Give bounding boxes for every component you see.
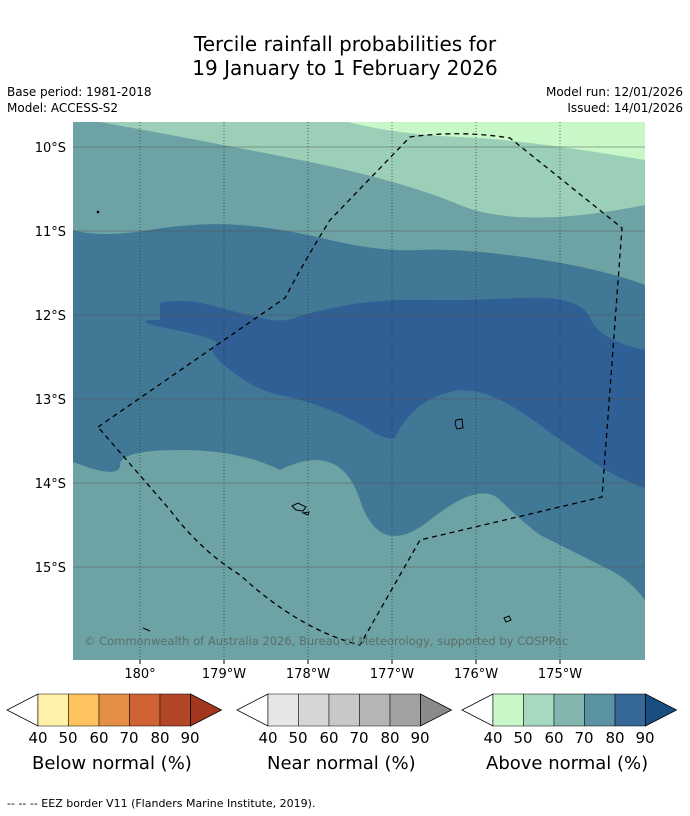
lon-ticks (139, 660, 561, 664)
colorbar-swatch (98, 693, 130, 727)
eez-footnote: -- -- -- EEZ border V11 (Flanders Marine… (7, 797, 316, 810)
island-south-far-west (142, 627, 151, 632)
eez-border (97, 133, 623, 646)
latitude-lines (73, 146, 645, 568)
lon-label: 176°W (454, 667, 498, 682)
island-south-west (291, 502, 307, 512)
cb-tick: 80 (150, 729, 169, 747)
longitude-labels: 180° 179°W 178°W 177°W 176°W 175°W (124, 667, 582, 682)
colorbar-swatch (584, 693, 616, 727)
lon-label: 179°W (202, 667, 246, 682)
below-normal-label: Below normal (%) (32, 753, 192, 774)
colorbar-swatch (389, 693, 421, 727)
title-line-2: 19 January to 1 February 2026 (192, 56, 498, 80)
lon-label: 175°W (538, 667, 582, 682)
cb-tick: 70 (574, 729, 593, 747)
base-period: Base period: 1981-2018 (7, 85, 152, 99)
lon-label: 178°W (286, 667, 330, 682)
cb-tick: 50 (513, 729, 532, 747)
colorbar-swatch (267, 693, 299, 727)
model-name: Model: ACCESS-S2 (7, 101, 119, 115)
colorbar-swatch (553, 693, 585, 727)
colorbar-swatch (523, 693, 555, 727)
cb-tick: 80 (605, 729, 624, 747)
lat-label: 14°S (35, 477, 66, 492)
colorbar-swatch (68, 693, 100, 727)
cb-tick: 90 (180, 729, 199, 747)
latitude-labels: 10°S 11°S 12°S 13°S 14°S 15°S (35, 141, 66, 576)
cb-tick: 60 (89, 729, 108, 747)
colorbar-near-normal (236, 693, 453, 727)
lat-label: 12°S (35, 309, 66, 324)
islands (96, 210, 512, 632)
issued-date: Issued: 14/01/2026 (567, 101, 683, 115)
colorbar-swatch (159, 693, 191, 727)
cb-tick: 40 (28, 729, 47, 747)
band-80-90 (145, 297, 645, 488)
title-line-1: Tercile rainfall probabilities for (193, 32, 497, 56)
cb-tick: 90 (635, 729, 654, 747)
colorbar-extend-low (236, 693, 269, 727)
copyright-text: © Commonwealth of Australia 2026, Bureau… (84, 634, 568, 648)
cb-tick: 60 (319, 729, 338, 747)
colorbar-swatch (129, 693, 161, 727)
above-normal-label: Above normal (%) (486, 753, 649, 774)
colorbar-swatch (492, 693, 524, 727)
cb-tick: 80 (380, 729, 399, 747)
model-run: Model run: 12/01/2026 (545, 85, 683, 99)
colorbar-swatch (328, 693, 360, 727)
island-north-west (96, 210, 100, 214)
lat-label: 13°S (35, 393, 66, 408)
cb-tick: 50 (288, 729, 307, 747)
colorbar-swatch (359, 693, 391, 727)
colorbar-above-ticks: 40 50 60 70 80 90 (483, 729, 654, 747)
island-south (503, 615, 512, 623)
lon-label: 177°W (370, 667, 414, 682)
colorbar-below-ticks: 40 50 60 70 80 90 (28, 729, 199, 747)
probability-field (73, 122, 645, 660)
cb-tick: 90 (410, 729, 429, 747)
cb-tick: 40 (483, 729, 502, 747)
island-south-west-2 (301, 511, 310, 516)
cb-tick: 70 (349, 729, 368, 747)
cb-tick: 50 (58, 729, 77, 747)
island-east (454, 418, 464, 430)
colorbar-extend-high (645, 693, 678, 727)
colorbar-below-normal (6, 693, 223, 727)
colorbar-above-normal (461, 693, 678, 727)
colorbar-extend-low (461, 693, 494, 727)
colorbar-swatch (37, 693, 69, 727)
colorbar-swatch (614, 693, 646, 727)
colorbar-extend-low (6, 693, 39, 727)
cb-tick: 70 (119, 729, 138, 747)
near-normal-label: Near normal (%) (267, 753, 416, 774)
lon-label: 180° (124, 667, 155, 682)
lat-label: 11°S (35, 225, 66, 240)
cb-tick: 40 (258, 729, 277, 747)
colorbar-extend-high (420, 693, 453, 727)
colorbar-extend-high (190, 693, 223, 727)
lat-label: 15°S (35, 561, 66, 576)
colorbar-swatch (298, 693, 330, 727)
lat-label: 10°S (35, 141, 66, 156)
colorbar-near-ticks: 40 50 60 70 80 90 (258, 729, 429, 747)
cb-tick: 60 (544, 729, 563, 747)
